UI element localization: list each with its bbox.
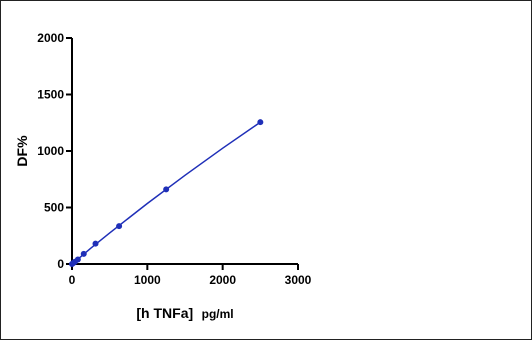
data-point	[74, 256, 81, 263]
y-tick-label: 1000	[37, 144, 64, 158]
x-tick-label: 0	[69, 273, 76, 287]
y-tick-label: 1500	[37, 88, 64, 102]
y-tick-label: 500	[44, 201, 64, 215]
data-point	[116, 223, 123, 230]
data-point	[163, 186, 170, 193]
data-point	[80, 250, 87, 257]
x-axis-title-main: [h TNFa]	[136, 305, 193, 321]
fit-curve-line	[71, 121, 261, 265]
x-tick-label: 1000	[134, 273, 161, 287]
data-point	[257, 119, 264, 126]
x-axis-title: [h TNFa] pg/ml	[136, 305, 233, 322]
data-point	[92, 240, 99, 247]
y-axis-title: DF%	[14, 135, 30, 167]
x-axis-title-unit: pg/ml	[202, 307, 234, 321]
x-tick-label: 2000	[209, 273, 236, 287]
x-tick-label: 3000	[285, 273, 312, 287]
y-tick-label: 2000	[37, 31, 64, 45]
axes-group: 0 500 1000 1500 2000 0 1000 2000 3000	[37, 31, 311, 287]
y-tick-label: 0	[57, 257, 64, 271]
data-marks-group	[69, 119, 264, 267]
